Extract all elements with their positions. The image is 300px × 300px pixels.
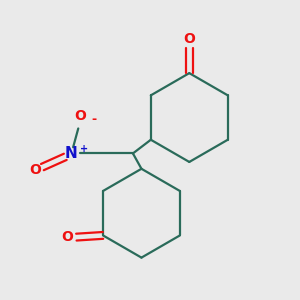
Text: +: +	[80, 144, 88, 154]
Text: O: O	[62, 230, 74, 244]
Text: O: O	[74, 110, 86, 123]
Text: -: -	[91, 113, 96, 126]
Text: O: O	[30, 163, 41, 177]
Text: N: N	[65, 146, 78, 161]
Text: O: O	[183, 32, 195, 46]
